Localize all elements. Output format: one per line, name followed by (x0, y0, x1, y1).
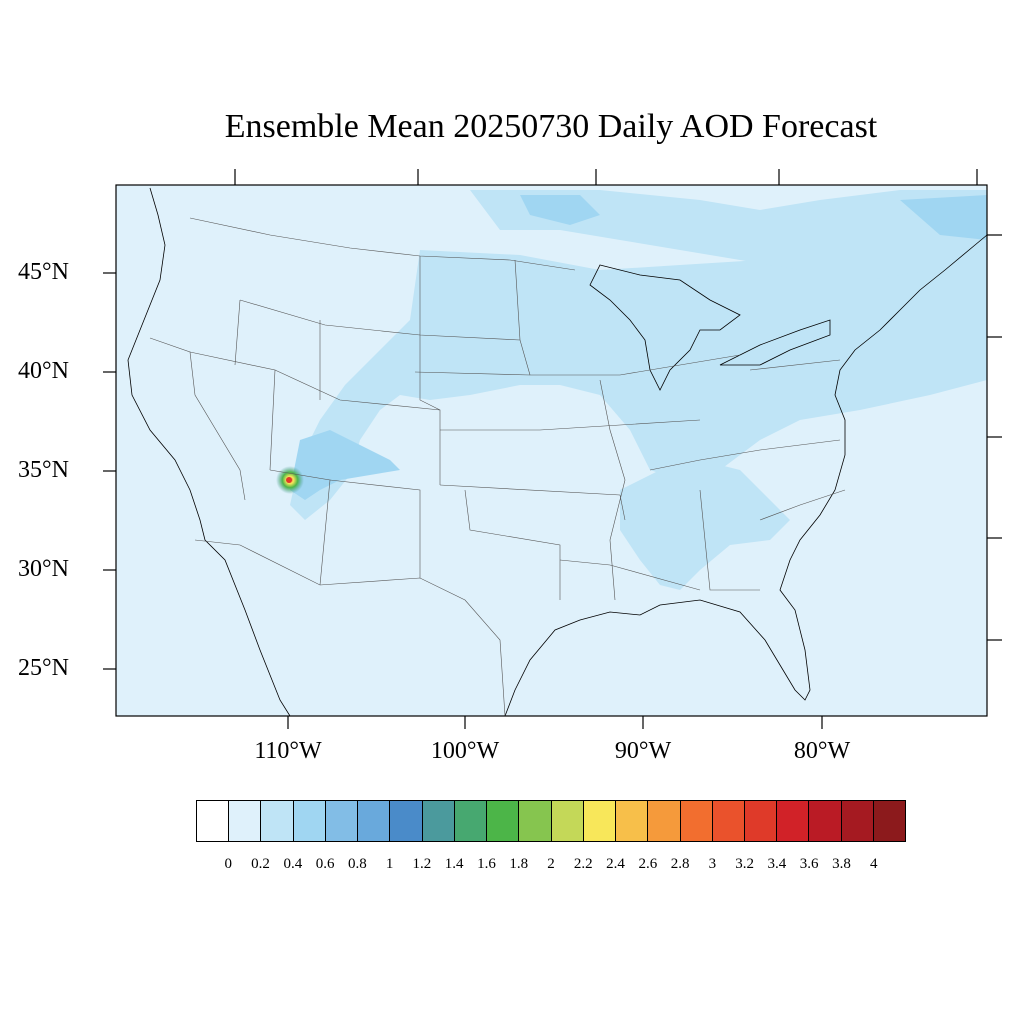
colorbar-tick-label: 1.6 (477, 856, 496, 872)
colorbar-cell (519, 801, 552, 841)
border-ny-pa (749, 359, 841, 371)
coastlines (127, 187, 987, 716)
border-ca-nv (149, 337, 246, 501)
aod-plume-core (290, 430, 400, 500)
colorbar-cell (712, 801, 745, 841)
colorbar-tick-label: 2.8 (670, 856, 690, 872)
colorbar-tick-label: 3.4 (767, 856, 787, 872)
colorbar-cell (744, 801, 778, 841)
colorbar (196, 800, 906, 842)
colorbar-cell (777, 801, 810, 841)
colorbar-tick-label: 2.6 (638, 856, 658, 872)
axis-ticks (103, 169, 1002, 729)
colorbar-cell (648, 801, 681, 841)
colorbar-cell (325, 801, 359, 841)
colorbar-cell (261, 801, 294, 841)
aod-atlantic-patch (900, 195, 987, 240)
border-sc-nc (759, 489, 846, 521)
lat-label-35: 35°N (18, 457, 69, 483)
lon-label-100w: 100°W (430, 738, 500, 764)
border-4corners-tx (329, 479, 421, 578)
lon-label-110w: 110°W (254, 738, 322, 764)
aod-canada-patch (520, 195, 600, 225)
colorbar-cell (229, 801, 262, 841)
map-frame (115, 184, 988, 717)
colorbar-cell (487, 801, 520, 841)
colorbar-tick-label: 2.4 (606, 856, 625, 872)
lat-label-30: 30°N (18, 556, 69, 582)
colorbar-cell (422, 801, 455, 841)
lon-label-80w: 80°W (793, 738, 851, 764)
lat-label-25: 25°N (18, 655, 69, 681)
state-borders (149, 217, 846, 716)
lat-label-40: 40°N (18, 358, 69, 384)
colorbar-tick-label: 0.8 (347, 856, 367, 872)
colorbar-cell (680, 801, 713, 841)
colorbar-cell (841, 801, 874, 841)
colorbar-tick-label: 0.4 (283, 856, 303, 872)
great-lakes (589, 264, 741, 391)
colorbar-cell (873, 801, 906, 841)
colorbar-tick-label: 3.2 (735, 856, 754, 872)
aod-band-canada (470, 190, 987, 280)
colorbar-cell (197, 801, 230, 841)
colorbar-cell (551, 801, 584, 841)
colorbar-tick-label: 2.2 (573, 856, 593, 872)
colorbar-cell (454, 801, 488, 841)
colorbar-tick-label: 1 (385, 856, 394, 872)
aod-field (276, 190, 987, 590)
border-ga-al (699, 489, 760, 591)
colorbar-tick-label: 4 (869, 856, 878, 872)
colorbar-cell (390, 801, 423, 841)
lat-label-45: 45°N (18, 259, 69, 285)
aod-band-north (290, 210, 987, 520)
colorbar-tick-label: 0 (224, 856, 233, 872)
aod-band-south (620, 460, 790, 590)
border-ks-ok (439, 484, 626, 521)
colorbar-tick-label: 1.2 (412, 856, 432, 872)
lake-erie-ontario (719, 319, 831, 366)
gulf-coast (504, 234, 987, 716)
colorbar-tick-label: 3.6 (799, 856, 819, 872)
colorbar-cell (583, 801, 617, 841)
border-plains-south (440, 419, 701, 431)
chart-title: Ensemble Mean 20250730 Daily AOD Forecas… (224, 108, 878, 145)
us-canada-border (189, 217, 576, 271)
border-dakotas-vertical (419, 256, 441, 411)
colorbar-cell (809, 801, 842, 841)
colorbar-tick-label: 3 (708, 856, 717, 872)
colorbar-tick-label: 3.8 (832, 856, 851, 872)
border-mt-dakotas (239, 299, 521, 341)
colorbar-cell (616, 801, 649, 841)
colorbar-tick-label: 1.4 (444, 856, 464, 872)
border-idaho (234, 299, 241, 366)
border-oh-valley (649, 439, 841, 471)
colorbar-tick-label: 2 (547, 856, 555, 872)
colorbar-tick-label: 0.2 (251, 856, 270, 872)
colorbar-tick-label: 1.8 (509, 856, 529, 872)
colorbar-cell (293, 801, 326, 841)
border-ms-river (599, 379, 626, 601)
lon-label-90w: 90°W (614, 738, 672, 764)
west-coast (127, 187, 291, 716)
border-ok-tx (464, 489, 561, 600)
border-ut-co (274, 369, 441, 485)
colorbar-cell (358, 801, 391, 841)
colorbar-tick-label: 0.6 (315, 856, 335, 872)
border-mn-ia (514, 259, 531, 376)
aod-hotspot-core (286, 477, 292, 483)
border-ne-ks (414, 354, 741, 376)
border-gulf-states (559, 559, 701, 591)
